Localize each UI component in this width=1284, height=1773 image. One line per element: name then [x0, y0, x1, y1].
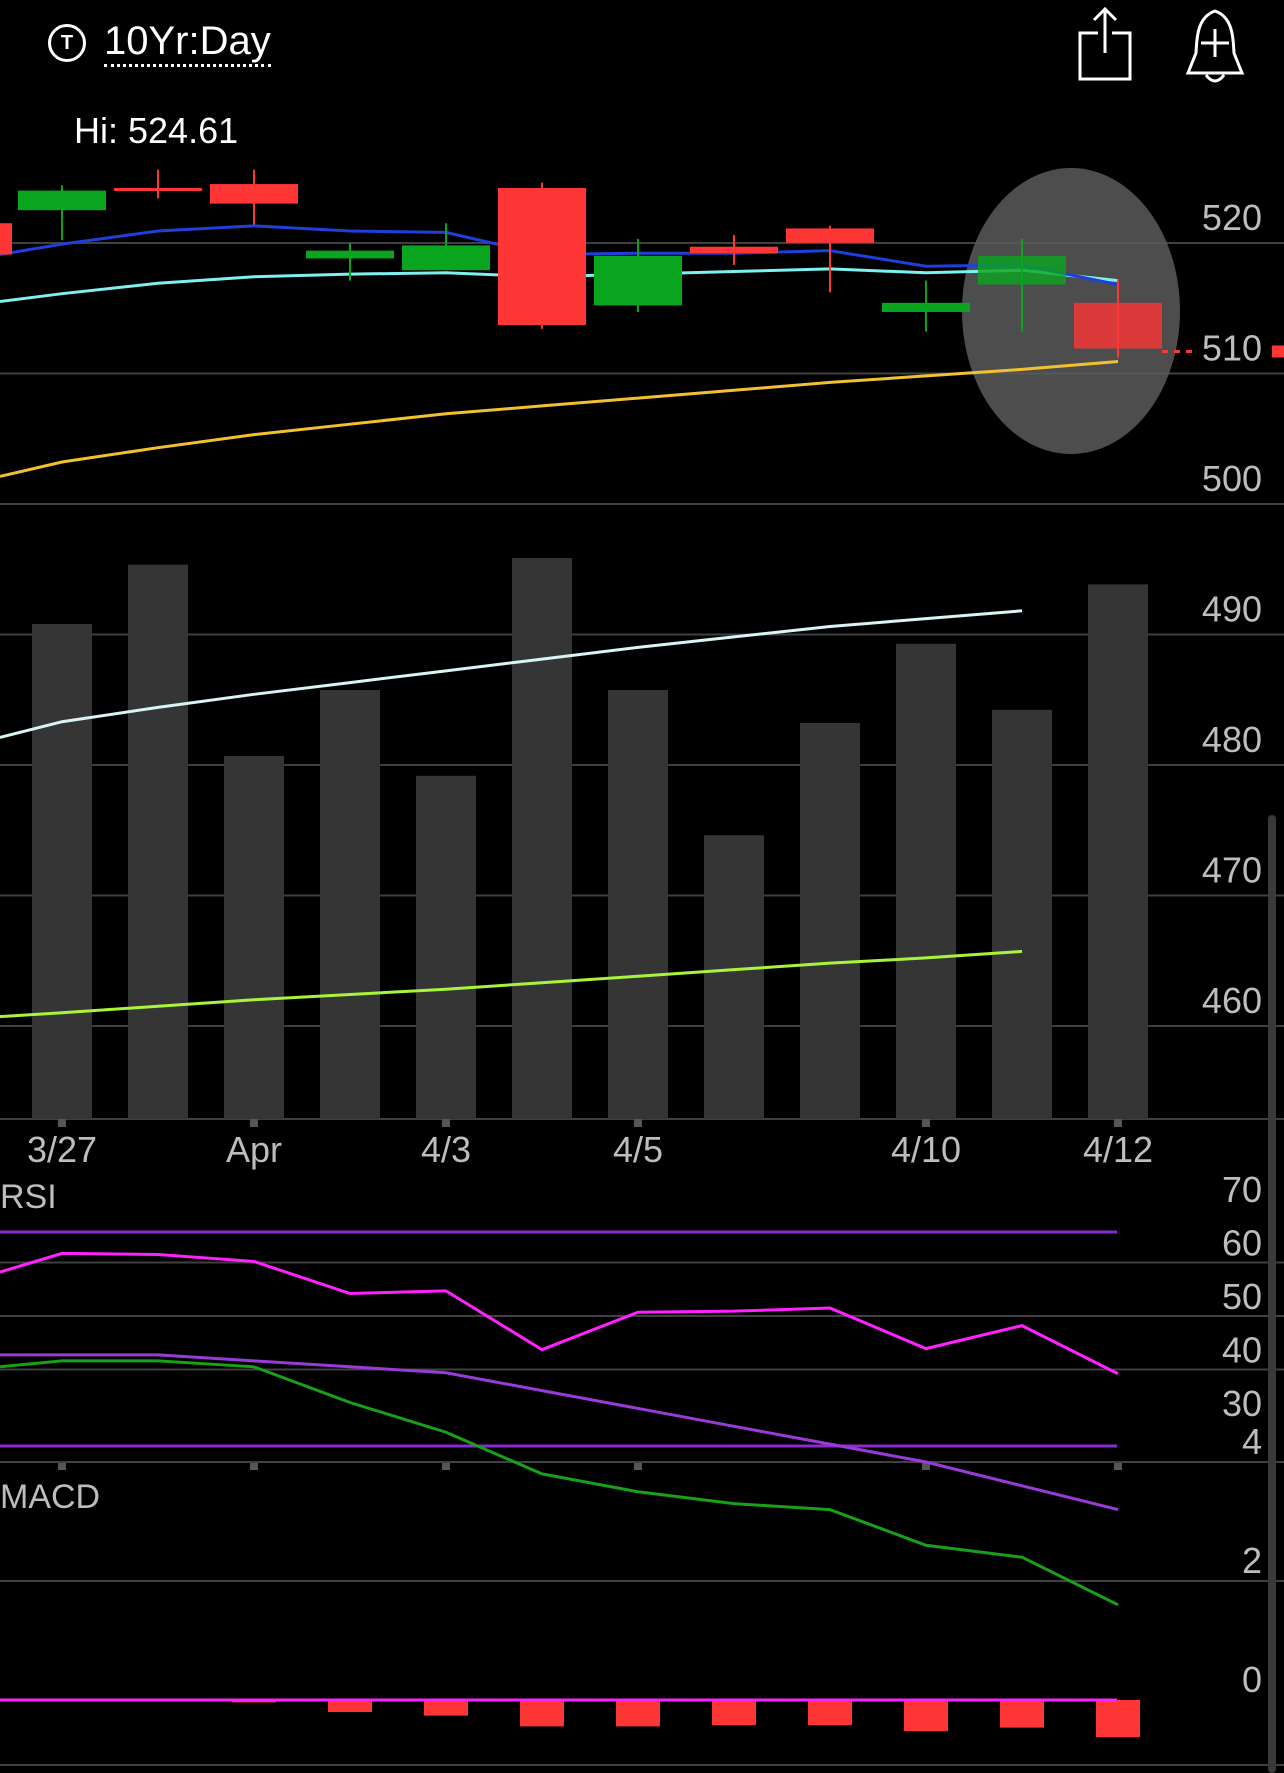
- candle-body: [402, 245, 490, 271]
- rsi-x-tick-mark: [1114, 1462, 1122, 1470]
- high-price-label: Hi: 524.61: [74, 110, 239, 151]
- candle-body: [690, 246, 778, 254]
- scrollbar[interactable]: [1268, 815, 1276, 1773]
- x-tick-label: 4/5: [613, 1129, 663, 1170]
- candle-body: [18, 190, 106, 211]
- x-tick-label: Apr: [226, 1129, 282, 1170]
- macd-histogram-bar: [328, 1700, 372, 1712]
- rsi-tick-label: 40: [1222, 1330, 1262, 1371]
- rsi-x-tick-mark: [58, 1462, 66, 1470]
- volume-average-line: [0, 609, 1023, 739]
- volume-bar: [320, 690, 380, 1119]
- volume-bar: [224, 756, 284, 1119]
- price-tick-label: 460: [1202, 980, 1262, 1021]
- volume-bar: [992, 709, 1052, 1119]
- x-tick-label: 4/12: [1083, 1129, 1153, 1170]
- x-tick-mark: [58, 1119, 66, 1127]
- rsi-tick-label: 50: [1222, 1276, 1262, 1317]
- macd-title: MACD: [0, 1478, 100, 1516]
- macd-tick-label: 4: [1242, 1421, 1262, 1462]
- highlight-circle: [962, 168, 1180, 454]
- volume-bar: [128, 564, 188, 1119]
- macd-histogram-bar: [616, 1700, 660, 1727]
- candle-body: [498, 187, 586, 326]
- macd-histogram-bar: [520, 1700, 564, 1727]
- price-tick-label: 470: [1202, 850, 1262, 891]
- x-tick-mark: [1114, 1119, 1122, 1127]
- volume-bar: [416, 775, 476, 1119]
- candle-body: [210, 184, 298, 204]
- price-tick-label: 500: [1202, 458, 1262, 499]
- rsi-x-tick-mark: [250, 1462, 258, 1470]
- macd-histogram-bar: [904, 1700, 948, 1732]
- x-tick-label: 4/3: [421, 1129, 471, 1170]
- price-tick-label: 490: [1202, 589, 1262, 630]
- header-bar: T 10Yr:Day: [0, 0, 1284, 100]
- macd-histogram-bar: [1096, 1700, 1140, 1738]
- price-tick-label: 510: [1202, 328, 1262, 369]
- x-tick-label: 3/27: [27, 1129, 97, 1170]
- price-tick-label: 480: [1202, 719, 1262, 760]
- x-tick-mark: [442, 1119, 450, 1127]
- candle-body: [306, 250, 394, 259]
- volume-bar: [704, 835, 764, 1119]
- price-tick-label: 520: [1202, 197, 1262, 238]
- rsi-line: [0, 1251, 1119, 1376]
- x-tick-mark: [634, 1119, 642, 1127]
- volume-bar: [800, 723, 860, 1119]
- rsi-x-tick-mark: [634, 1462, 642, 1470]
- macd-histogram-bar: [712, 1700, 756, 1726]
- rsi-tick-label: 70: [1222, 1169, 1262, 1210]
- last-price-marker: [1272, 345, 1284, 358]
- x-tick-label: 4/10: [891, 1129, 961, 1170]
- macd-line: [0, 1359, 1119, 1607]
- candle-body: [0, 223, 12, 255]
- volume-bar: [512, 558, 572, 1119]
- macd-tick-label: 2: [1242, 1540, 1262, 1581]
- rsi-x-tick-mark: [922, 1462, 930, 1470]
- rsi-title: RSI: [0, 1178, 57, 1216]
- range-title[interactable]: 10Yr:Day: [104, 18, 271, 67]
- candle-body: [786, 228, 874, 243]
- macd-histogram-bar: [424, 1700, 468, 1716]
- macd-histogram-bar: [808, 1700, 852, 1726]
- ticker-icon[interactable]: T: [48, 24, 86, 62]
- candle-body: [594, 255, 682, 306]
- volume-bar: [32, 624, 92, 1119]
- rsi-x-tick-mark: [442, 1462, 450, 1470]
- volume-bar: [896, 643, 956, 1119]
- volume-bar: [1088, 584, 1148, 1119]
- macd-signal-line: [0, 1353, 1119, 1512]
- volume-bar: [608, 690, 668, 1119]
- share-icon[interactable]: [1070, 5, 1140, 85]
- candle-body: [1074, 302, 1162, 349]
- volume-average-line-2: [0, 949, 1023, 1019]
- candle-body: [978, 255, 1066, 285]
- candle-body: [882, 302, 970, 312]
- ticker-icon-glyph: T: [60, 31, 74, 54]
- macd-histogram-bar: [1000, 1700, 1044, 1728]
- x-tick-mark: [922, 1119, 930, 1127]
- bell-plus-icon[interactable]: [1180, 5, 1250, 85]
- rsi-tick-label: 30: [1222, 1383, 1262, 1424]
- x-tick-mark: [250, 1119, 258, 1127]
- macd-tick-label: 0: [1242, 1659, 1262, 1700]
- sma-long-line: [0, 360, 1119, 478]
- candle-body: [114, 187, 202, 191]
- rsi-tick-label: 60: [1222, 1223, 1262, 1264]
